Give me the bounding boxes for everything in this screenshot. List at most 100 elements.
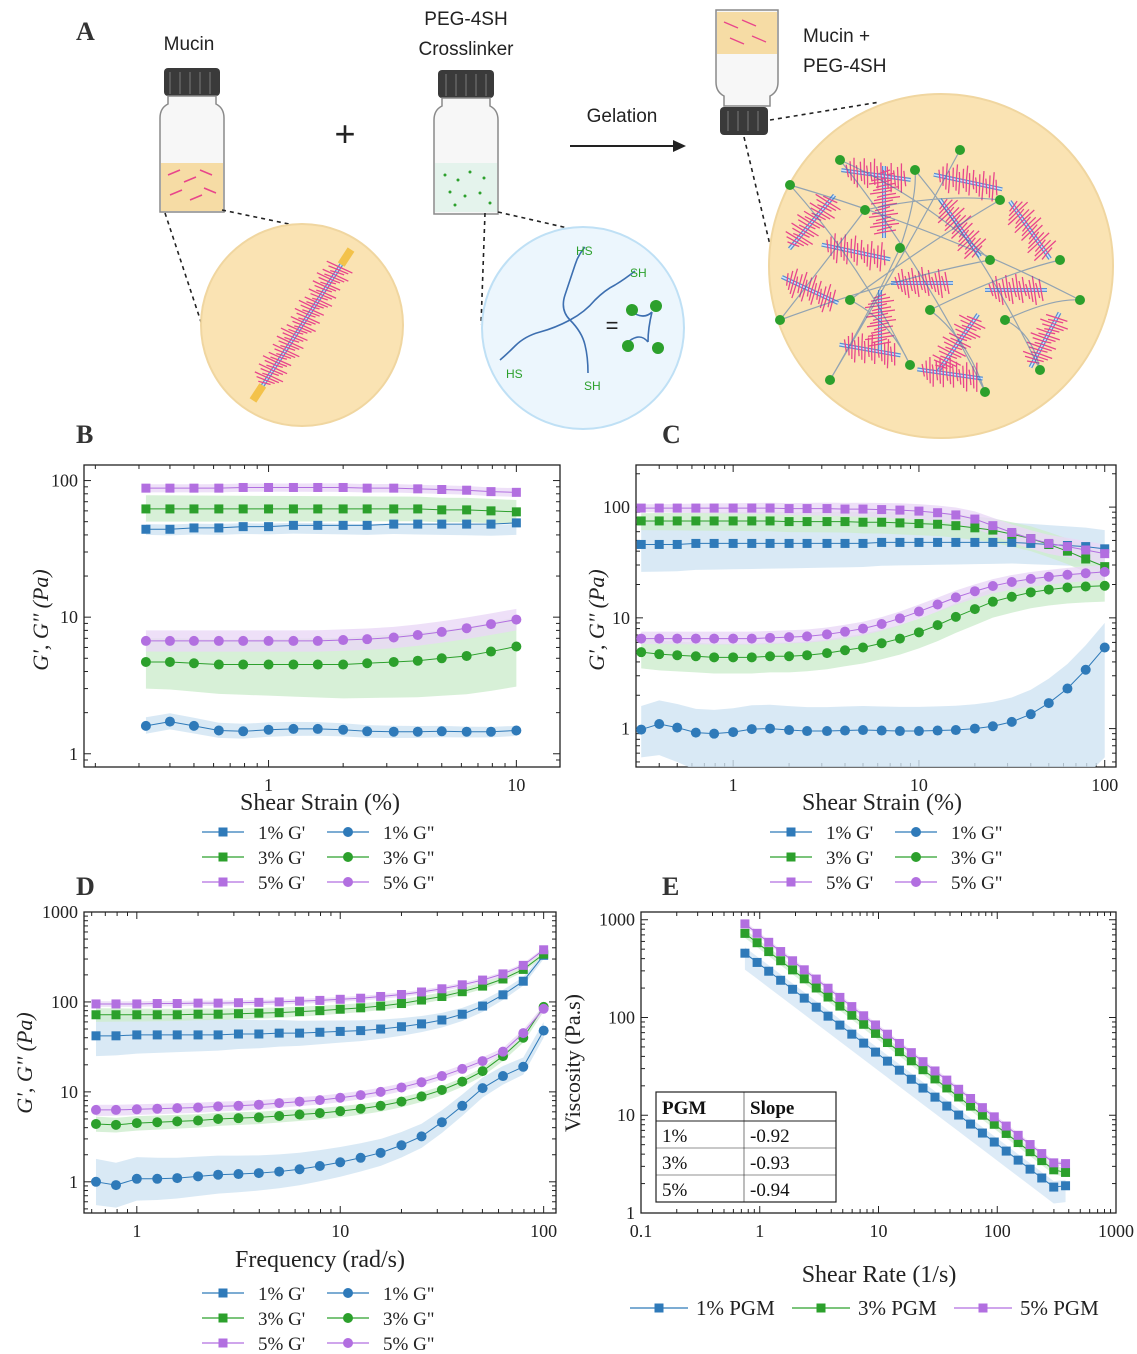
- data-point: [193, 1115, 204, 1126]
- data-point: [1081, 545, 1091, 555]
- data-point: [314, 1095, 325, 1106]
- data-point: [746, 652, 757, 663]
- data-point: [436, 726, 447, 737]
- data-point: [951, 510, 961, 520]
- data-point: [942, 1083, 952, 1093]
- data-point: [690, 633, 701, 644]
- data-point: [1043, 698, 1054, 709]
- data-point: [253, 1168, 264, 1179]
- y-tick-label: 10: [612, 608, 630, 628]
- error-band: [95, 1021, 544, 1208]
- data-point: [294, 1096, 305, 1107]
- data-point: [111, 1031, 121, 1041]
- data-point: [895, 537, 905, 547]
- data-point: [213, 725, 224, 736]
- data-point: [362, 658, 373, 669]
- data-point: [1025, 587, 1036, 598]
- data-point: [338, 520, 348, 530]
- legend-label: 5% G": [383, 1334, 435, 1354]
- data-point: [1061, 1167, 1071, 1177]
- data-point: [740, 919, 750, 929]
- plot-area: [140, 482, 522, 739]
- data-point: [388, 656, 399, 667]
- data-point: [950, 725, 961, 736]
- data-point: [840, 517, 850, 527]
- data-point: [654, 633, 665, 644]
- data-point: [376, 991, 386, 1001]
- data-point: [1013, 1130, 1023, 1140]
- y-tick-label: 10: [60, 607, 78, 627]
- data-point: [172, 1173, 183, 1184]
- series-line: [145, 522, 517, 530]
- data-point: [784, 725, 795, 736]
- data-point: [355, 1152, 366, 1163]
- data-point: [396, 999, 406, 1009]
- data-point: [110, 1180, 121, 1191]
- data-point: [461, 726, 472, 737]
- data-point: [951, 521, 961, 531]
- legend-label: 3% G': [826, 848, 873, 869]
- data-point: [877, 537, 887, 547]
- data-point: [799, 974, 809, 984]
- data-point: [709, 503, 719, 513]
- data-point: [894, 613, 905, 624]
- x-tick-label: 10: [331, 1221, 349, 1241]
- data-point: [802, 504, 812, 514]
- data-point: [764, 937, 774, 947]
- x-tick-label: 100: [530, 1221, 557, 1241]
- data-point: [728, 503, 738, 513]
- data-point: [1044, 538, 1054, 548]
- data-point: [987, 596, 998, 607]
- data-point: [765, 651, 776, 662]
- data-point: [784, 517, 794, 527]
- data-point: [932, 620, 943, 631]
- data-point: [690, 651, 701, 662]
- data-point: [486, 519, 496, 529]
- data-point: [338, 482, 348, 492]
- legend-marker: [786, 827, 796, 837]
- series-line: [95, 949, 544, 1005]
- data-point: [747, 516, 757, 526]
- series-line: [744, 952, 1066, 1188]
- data-point: [313, 520, 323, 530]
- data-point: [254, 997, 264, 1007]
- data-point: [1001, 1121, 1011, 1131]
- data-point: [858, 623, 869, 634]
- data-point: [274, 1028, 284, 1038]
- table-header-pgm: PGM: [662, 1098, 706, 1119]
- data-point: [437, 505, 447, 515]
- mucin-strand-icon: [891, 266, 953, 299]
- data-point: [362, 520, 372, 530]
- data-point: [636, 503, 646, 513]
- data-point: [141, 483, 151, 493]
- data-point: [238, 726, 249, 737]
- x-tick-label: 1000: [1098, 1221, 1134, 1241]
- data-point: [152, 1010, 162, 1020]
- data-point: [511, 725, 522, 736]
- data-point: [233, 1029, 243, 1039]
- data-point: [417, 995, 427, 1005]
- data-point: [894, 1047, 904, 1057]
- data-point: [263, 635, 274, 646]
- data-point: [189, 483, 199, 493]
- data-point: [238, 635, 249, 646]
- data-point: [1062, 569, 1073, 580]
- data-point: [914, 506, 924, 516]
- data-point: [312, 635, 323, 646]
- data-point: [821, 629, 832, 640]
- data-point: [315, 995, 325, 1005]
- legend-label: 3% G": [951, 848, 1003, 869]
- data-point: [835, 1020, 845, 1030]
- data-point: [111, 999, 121, 1009]
- data-point: [765, 503, 775, 513]
- data-point: [238, 659, 249, 670]
- data-point: [478, 1001, 488, 1011]
- data-point: [1007, 527, 1017, 537]
- data-point: [1026, 534, 1036, 544]
- series-line: [145, 508, 517, 513]
- data-point: [913, 726, 924, 737]
- data-point: [1037, 1149, 1047, 1159]
- data-point: [691, 538, 701, 548]
- data-point: [335, 1092, 346, 1103]
- data-point: [894, 726, 905, 737]
